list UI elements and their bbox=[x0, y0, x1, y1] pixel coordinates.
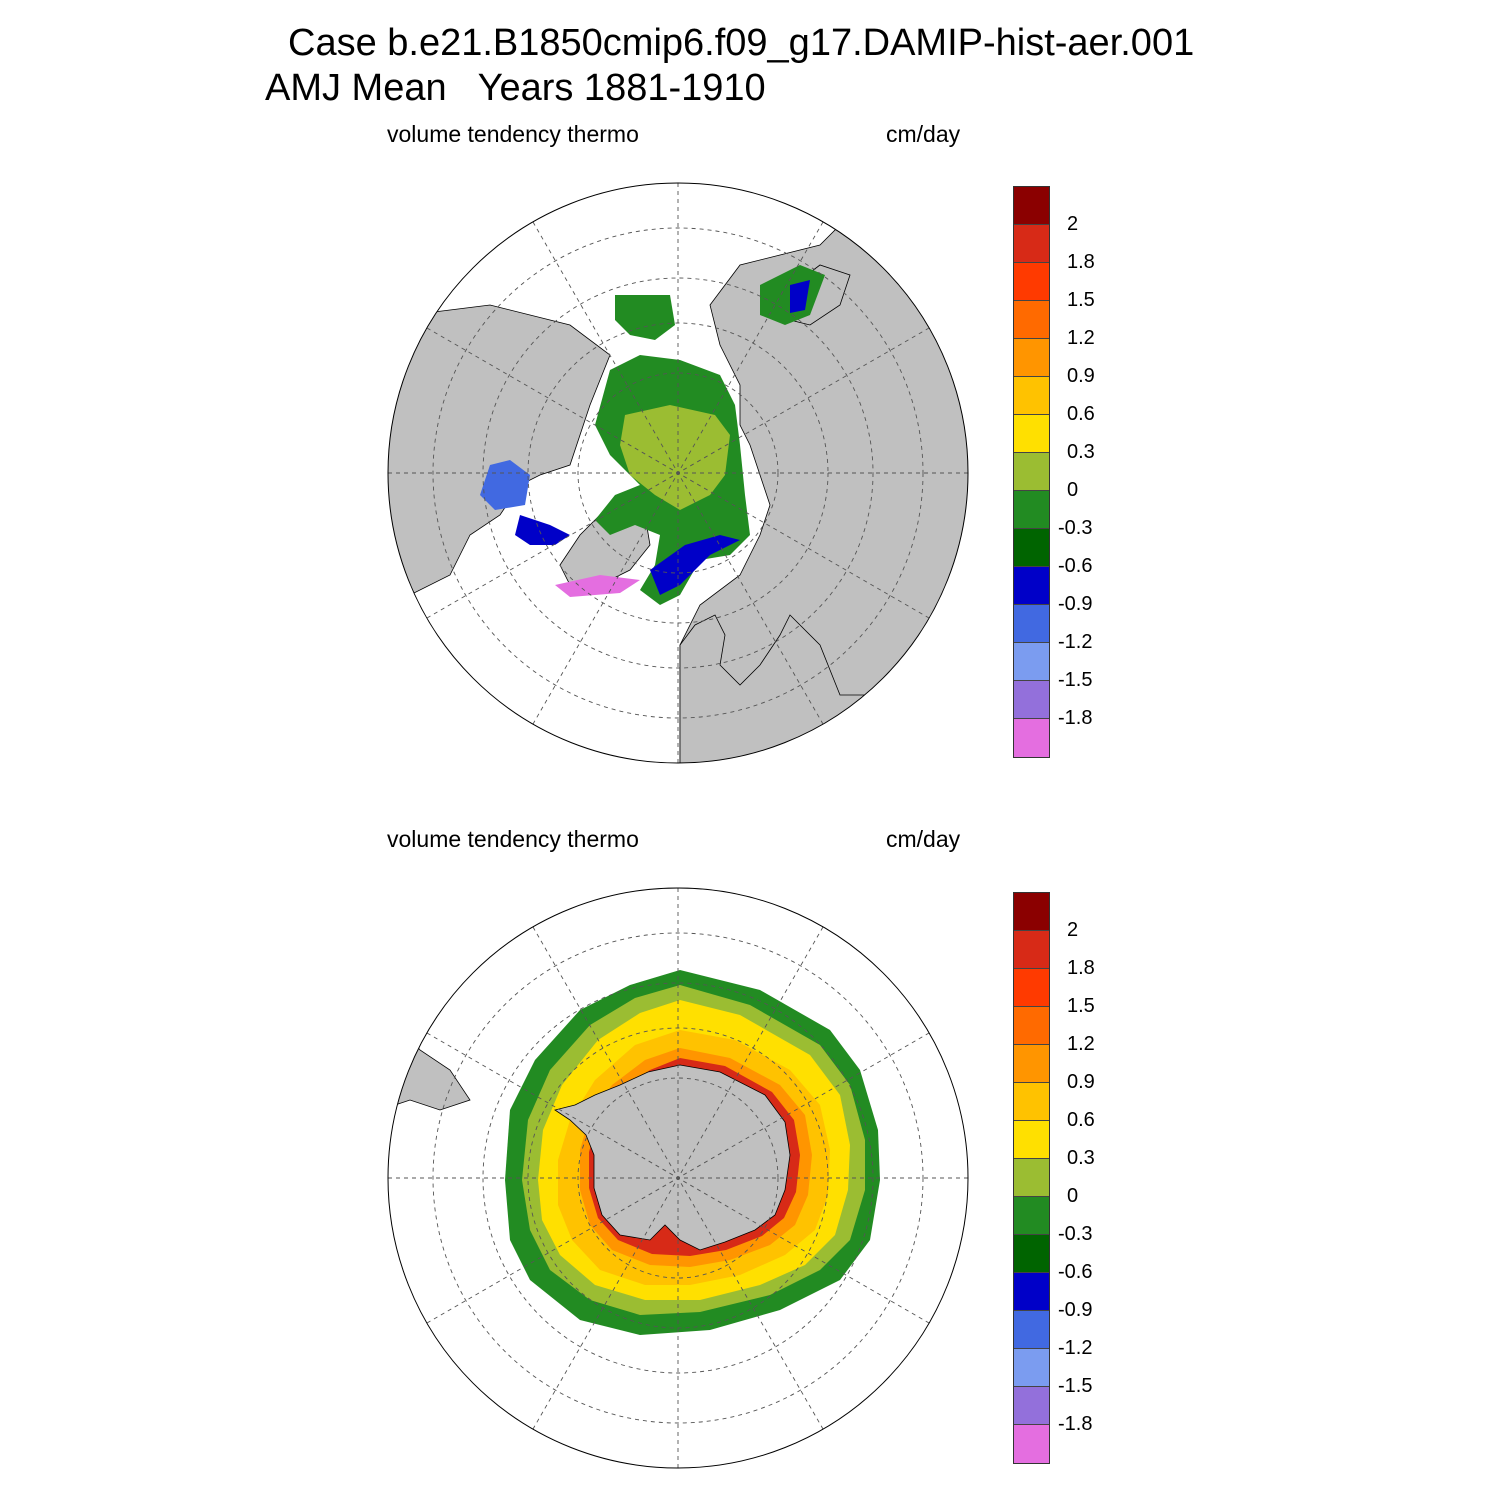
colorbar-tick-label: 1.5 bbox=[1067, 289, 1095, 311]
colorbar-tick-label: -0.6 bbox=[1058, 555, 1093, 577]
colorbar-swatch bbox=[1014, 1007, 1049, 1045]
colorbar-swatch bbox=[1014, 529, 1049, 567]
north-variable-label: volume tendency thermo bbox=[387, 121, 639, 147]
colorbar-tick-label: 0.9 bbox=[1067, 1071, 1095, 1093]
colorbar-swatch bbox=[1014, 643, 1049, 681]
colorbar-swatch bbox=[1014, 1273, 1049, 1311]
south-polar-map bbox=[387, 887, 969, 1469]
colorbar-tick-label: -1.8 bbox=[1058, 1413, 1093, 1435]
colorbar-swatch bbox=[1014, 719, 1049, 757]
colorbar-tick-label: 0.6 bbox=[1067, 1109, 1095, 1131]
north-ice-pink-strip bbox=[555, 575, 640, 597]
colorbar-swatch bbox=[1014, 1197, 1049, 1235]
colorbar-swatch bbox=[1014, 301, 1049, 339]
colorbar-swatch bbox=[1014, 187, 1049, 225]
colorbar-swatch bbox=[1014, 415, 1049, 453]
colorbar-tick-label: 0.9 bbox=[1067, 365, 1095, 387]
colorbar-tick-label: 2 bbox=[1067, 213, 1079, 235]
figure-title-line2: AMJ Mean Years 1881-1910 bbox=[265, 67, 766, 109]
south-units-label: cm/day bbox=[886, 826, 961, 852]
colorbar-swatch bbox=[1014, 1159, 1049, 1197]
figure-title-line1: Case b.e21.B1850cmip6.f09_g17.DAMIP-hist… bbox=[288, 22, 1195, 64]
north-polar-map bbox=[387, 182, 969, 764]
colorbar-tick-label: -0.3 bbox=[1058, 1223, 1093, 1245]
colorbar-swatch bbox=[1014, 453, 1049, 491]
north-ice-bering bbox=[615, 295, 675, 340]
colorbar-swatch bbox=[1014, 1121, 1049, 1159]
colorbar-swatch bbox=[1014, 1387, 1049, 1425]
colorbar-tick-label: -1.5 bbox=[1058, 1375, 1093, 1397]
colorbar-tick-label: 0 bbox=[1067, 1185, 1079, 1207]
colorbar-swatch bbox=[1014, 491, 1049, 529]
colorbar-swatch bbox=[1014, 969, 1049, 1007]
colorbar-tick-label: -1.8 bbox=[1058, 707, 1093, 729]
colorbar-tick-label: -1.2 bbox=[1058, 631, 1093, 653]
colorbar-swatch bbox=[1014, 1349, 1049, 1387]
colorbar-tick-label: 0.3 bbox=[1067, 441, 1095, 463]
colorbar-swatch bbox=[1014, 605, 1049, 643]
colorbar-swatch bbox=[1014, 1311, 1049, 1349]
south-land-antarctica bbox=[554, 1064, 791, 1251]
colorbar-tick-label: -0.6 bbox=[1058, 1261, 1093, 1283]
colorbar-swatch bbox=[1014, 1045, 1049, 1083]
colorbar-tick-label: -1.2 bbox=[1058, 1337, 1093, 1359]
colorbar-swatch bbox=[1014, 1235, 1049, 1273]
colorbar-swatch bbox=[1014, 931, 1049, 969]
colorbar-tick-label: -0.3 bbox=[1058, 517, 1093, 539]
north-units-label: cm/day bbox=[886, 121, 961, 147]
colorbar-swatch bbox=[1014, 681, 1049, 719]
north-ice-blue-barents bbox=[650, 535, 740, 595]
colorbar-swatch bbox=[1014, 567, 1049, 605]
colorbar-tick-label: 0 bbox=[1067, 479, 1079, 501]
colorbar-swatch bbox=[1014, 893, 1049, 931]
colorbar-tick-label: 0.6 bbox=[1067, 403, 1095, 425]
north-ice-blue-hudson bbox=[480, 460, 530, 510]
north-ice-okhotsk-blue bbox=[790, 280, 810, 313]
colorbar-tick-label: 0.3 bbox=[1067, 1147, 1095, 1169]
colorbar-tick-label: 1.8 bbox=[1067, 251, 1095, 273]
colorbar-swatch bbox=[1014, 263, 1049, 301]
north-ice-blue-baffin bbox=[515, 515, 570, 545]
north-colorbar bbox=[1013, 186, 1050, 758]
colorbar-swatch bbox=[1014, 1083, 1049, 1121]
colorbar-tick-label: -1.5 bbox=[1058, 669, 1093, 691]
south-variable-label: volume tendency thermo bbox=[387, 826, 639, 852]
colorbar-tick-label: 1.8 bbox=[1067, 957, 1095, 979]
south-colorbar bbox=[1013, 892, 1050, 1464]
colorbar-swatch bbox=[1014, 225, 1049, 263]
colorbar-tick-label: -0.9 bbox=[1058, 1299, 1093, 1321]
colorbar-tick-label: -0.9 bbox=[1058, 593, 1093, 615]
colorbar-tick-label: 1.2 bbox=[1067, 327, 1095, 349]
colorbar-swatch bbox=[1014, 377, 1049, 415]
colorbar-tick-label: 1.5 bbox=[1067, 995, 1095, 1017]
colorbar-swatch bbox=[1014, 1425, 1049, 1463]
colorbar-tick-label: 1.2 bbox=[1067, 1033, 1095, 1055]
colorbar-tick-label: 2 bbox=[1067, 919, 1079, 941]
colorbar-swatch bbox=[1014, 339, 1049, 377]
